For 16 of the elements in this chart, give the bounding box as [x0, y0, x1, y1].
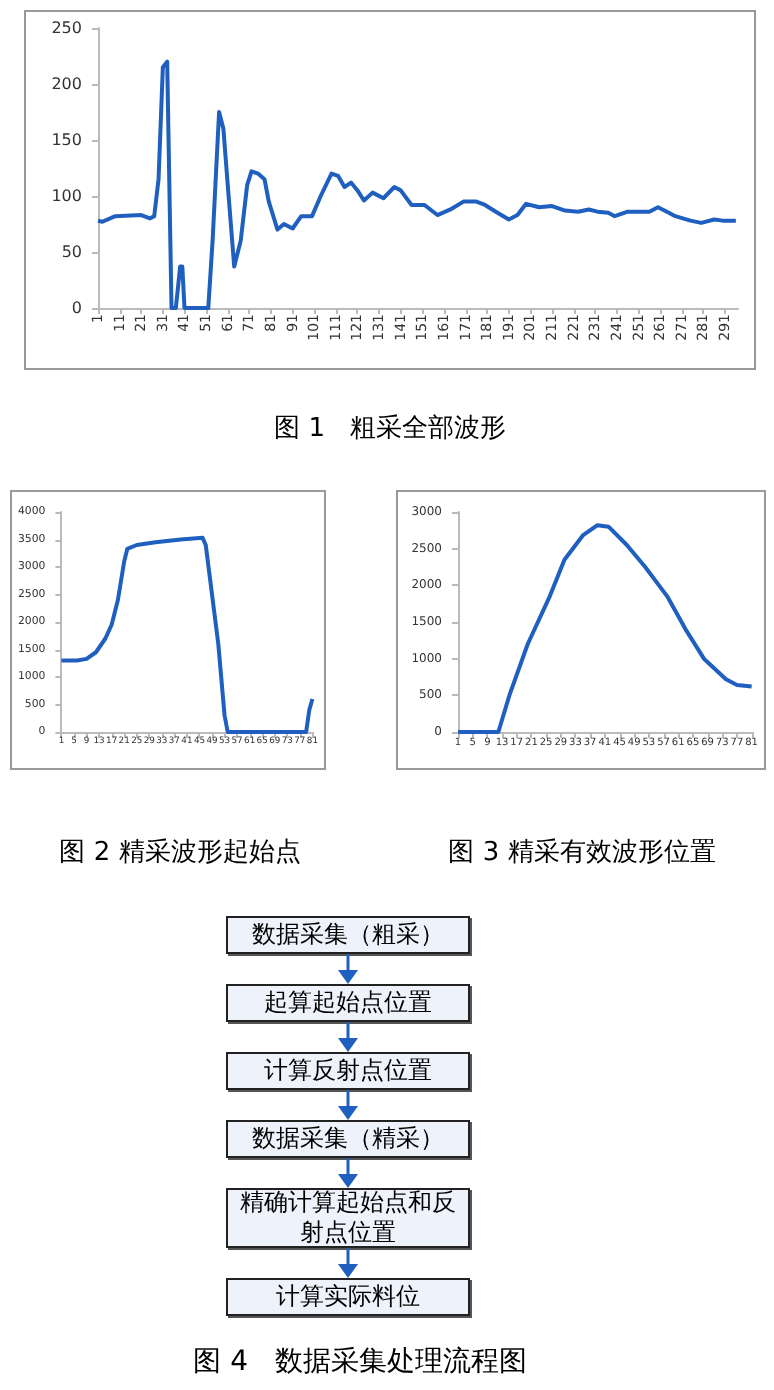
- text: 图 4 数据采集处理流程图: [191, 1344, 529, 1380]
- process-box: 精确计算起始点和反射点位置: [226, 1188, 470, 1248]
- text: 图 3 精采有效波形位置: [446, 836, 718, 870]
- process-box: 起算起始点位置: [226, 984, 470, 1022]
- y-tick-label: 50: [61, 243, 82, 261]
- y-tick-label: 250: [51, 19, 82, 37]
- process-box: 数据采集（精采）: [226, 1120, 470, 1158]
- process-box: 数据采集（粗采）: [226, 916, 470, 954]
- text: 图 2 精采波形起始点: [57, 836, 303, 870]
- process-box: 计算反射点位置: [226, 1052, 470, 1090]
- y-tick-label: 200: [51, 75, 82, 93]
- text: 图 1 粗采全部波形: [272, 412, 508, 446]
- y-tick-label: 100: [51, 187, 82, 205]
- process-box: 计算实际料位: [226, 1278, 470, 1316]
- y-tick-label: 0: [71, 299, 82, 317]
- y-tick-label: 150: [51, 131, 82, 149]
